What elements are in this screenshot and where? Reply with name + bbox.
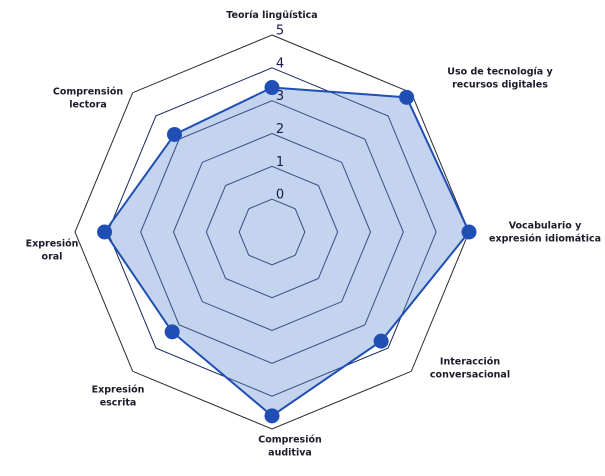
r-tick-label: 1 — [276, 155, 284, 170]
data-point — [264, 80, 280, 96]
category-label: Expresión escrita — [92, 384, 145, 408]
r-tick-label: 3 — [276, 89, 284, 104]
data-point — [399, 89, 415, 105]
category-label: Compresión auditiva — [258, 434, 322, 458]
r-tick-label: 5 — [276, 24, 284, 39]
category-label: Vocabulario y expresión idiomática — [489, 220, 601, 244]
data-point — [166, 126, 182, 142]
category-label: Uso de tecnología y recursos digitales — [447, 66, 553, 90]
category-label: Expresión oral — [26, 238, 79, 262]
data-point — [461, 224, 477, 240]
r-tick-label: 4 — [276, 56, 284, 71]
data-point — [373, 333, 389, 349]
grid-ring — [238, 198, 306, 266]
grid-ring — [205, 165, 339, 299]
r-tick-label: 2 — [276, 122, 284, 137]
category-label: Comprensión lectora — [53, 86, 124, 110]
data-point — [97, 224, 113, 240]
data-point — [164, 324, 180, 340]
category-label: Interacción conversacional — [430, 356, 510, 380]
grid-ring — [172, 132, 372, 332]
grid-ring — [107, 67, 437, 397]
data-area — [103, 86, 471, 418]
grid-ring — [74, 34, 470, 430]
data-point — [264, 408, 280, 424]
grid-ring — [140, 100, 404, 364]
r-tick-label: 0 — [276, 188, 284, 203]
category-label: Teoría lingüística — [226, 10, 317, 21]
